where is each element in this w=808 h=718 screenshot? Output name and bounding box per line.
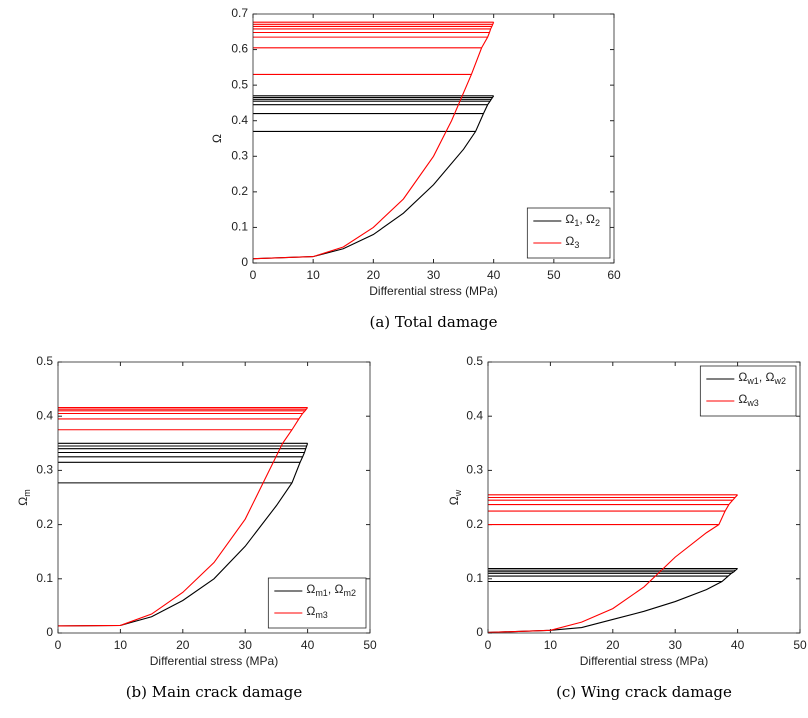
x-tick-label: 50 xyxy=(547,268,561,282)
x-tick-label: 50 xyxy=(793,638,807,652)
axes-box xyxy=(57,361,371,634)
x-tick-label: 30 xyxy=(427,268,441,282)
legend-label: Ωm3 xyxy=(306,604,328,620)
y-axis-label: Ωw xyxy=(447,489,463,505)
y-tick-label: 0.1 xyxy=(466,571,483,585)
series-line xyxy=(57,442,309,627)
y-axis-label: Ωm xyxy=(16,489,32,505)
legend: Ωw1, Ωw2 Ωw3 xyxy=(699,365,797,417)
caption: (b) Main crack damage xyxy=(126,683,303,701)
series-line xyxy=(487,567,738,634)
y-tick-label: 0.2 xyxy=(36,517,53,531)
x-tick-label: 0 xyxy=(250,268,257,282)
legend: Ωm1, Ωm2 Ωm3 xyxy=(267,577,367,629)
caption: (c) Wing crack damage xyxy=(556,683,732,701)
series-line xyxy=(252,21,495,260)
x-tick-label: 60 xyxy=(607,268,621,282)
legend-box xyxy=(526,207,611,259)
legend-box xyxy=(267,577,367,629)
x-tick-label: 10 xyxy=(114,638,128,652)
legend-label: Ω3 xyxy=(565,234,579,250)
y-tick-label: 0.5 xyxy=(466,354,483,368)
x-tick-label: 40 xyxy=(487,268,501,282)
x-tick-label: 40 xyxy=(301,638,315,652)
y-tick-label: 0.3 xyxy=(231,148,248,162)
x-axis-label: Differential stress (MPa) xyxy=(369,284,497,298)
y-tick-label: 0.2 xyxy=(231,184,248,198)
x-axis-label: Differential stress (MPa) xyxy=(580,654,708,668)
legend-label: Ωm1, Ωm2 xyxy=(306,582,356,598)
y-tick-label: 0 xyxy=(476,625,483,639)
y-tick-label: 0.3 xyxy=(36,463,53,477)
x-tick-label: 20 xyxy=(606,638,620,652)
x-tick-label: 20 xyxy=(176,638,190,652)
chart: 0 10 20 30 40 50 0 0.1 0.2 0.3 0.4 0.5 Differential … xyxy=(16,354,377,701)
x-tick-label: 30 xyxy=(239,638,253,652)
y-tick-label: 0.4 xyxy=(466,408,483,422)
y-tick-label: 0 xyxy=(241,255,248,269)
series-line xyxy=(487,494,739,634)
legend-label: Ωw1, Ωw2 xyxy=(738,370,786,386)
y-tick-label: 0.5 xyxy=(36,354,53,368)
x-tick-label: 50 xyxy=(363,638,377,652)
y-tick-label: 0.4 xyxy=(231,113,248,127)
x-axis-label: Differential stress (MPa) xyxy=(150,654,278,668)
y-tick-label: 0.2 xyxy=(466,517,483,531)
x-tick-label: 30 xyxy=(669,638,683,652)
legend-label: Ω1, Ω2 xyxy=(565,212,600,228)
x-tick-label: 10 xyxy=(544,638,558,652)
series-line xyxy=(252,95,495,260)
legend-box xyxy=(699,365,797,417)
caption: (a) Total damage xyxy=(369,313,497,331)
legend: Ω1, Ω2 Ω3 xyxy=(526,207,611,259)
y-tick-label: 0 xyxy=(46,625,53,639)
x-tick-label: 40 xyxy=(731,638,745,652)
y-tick-label: 0.3 xyxy=(466,463,483,477)
axes-box xyxy=(252,13,615,264)
series-line xyxy=(57,406,309,627)
legend-label: Ωw3 xyxy=(738,392,759,408)
chart: 0 10 20 30 40 50 0 0.1 0.2 0.3 0.4 0.5 Differential … xyxy=(447,354,807,701)
chart: 0 10 20 30 40 50 60 0 0.1 0.2 0.3 0.4 0.5 0.6 0.7 Diffe… xyxy=(210,6,621,331)
x-tick-label: 0 xyxy=(55,638,62,652)
x-tick-label: 0 xyxy=(485,638,492,652)
y-tick-label: 0.7 xyxy=(231,6,248,20)
x-tick-label: 10 xyxy=(306,268,320,282)
y-axis-label: Ω xyxy=(210,134,224,143)
y-tick-label: 0.5 xyxy=(231,77,248,91)
y-tick-label: 0.1 xyxy=(231,220,248,234)
x-tick-label: 20 xyxy=(367,268,381,282)
y-tick-label: 0.6 xyxy=(231,42,248,56)
y-tick-label: 0.1 xyxy=(36,571,53,585)
axes-box xyxy=(487,361,801,634)
y-tick-label: 0.4 xyxy=(36,408,53,422)
